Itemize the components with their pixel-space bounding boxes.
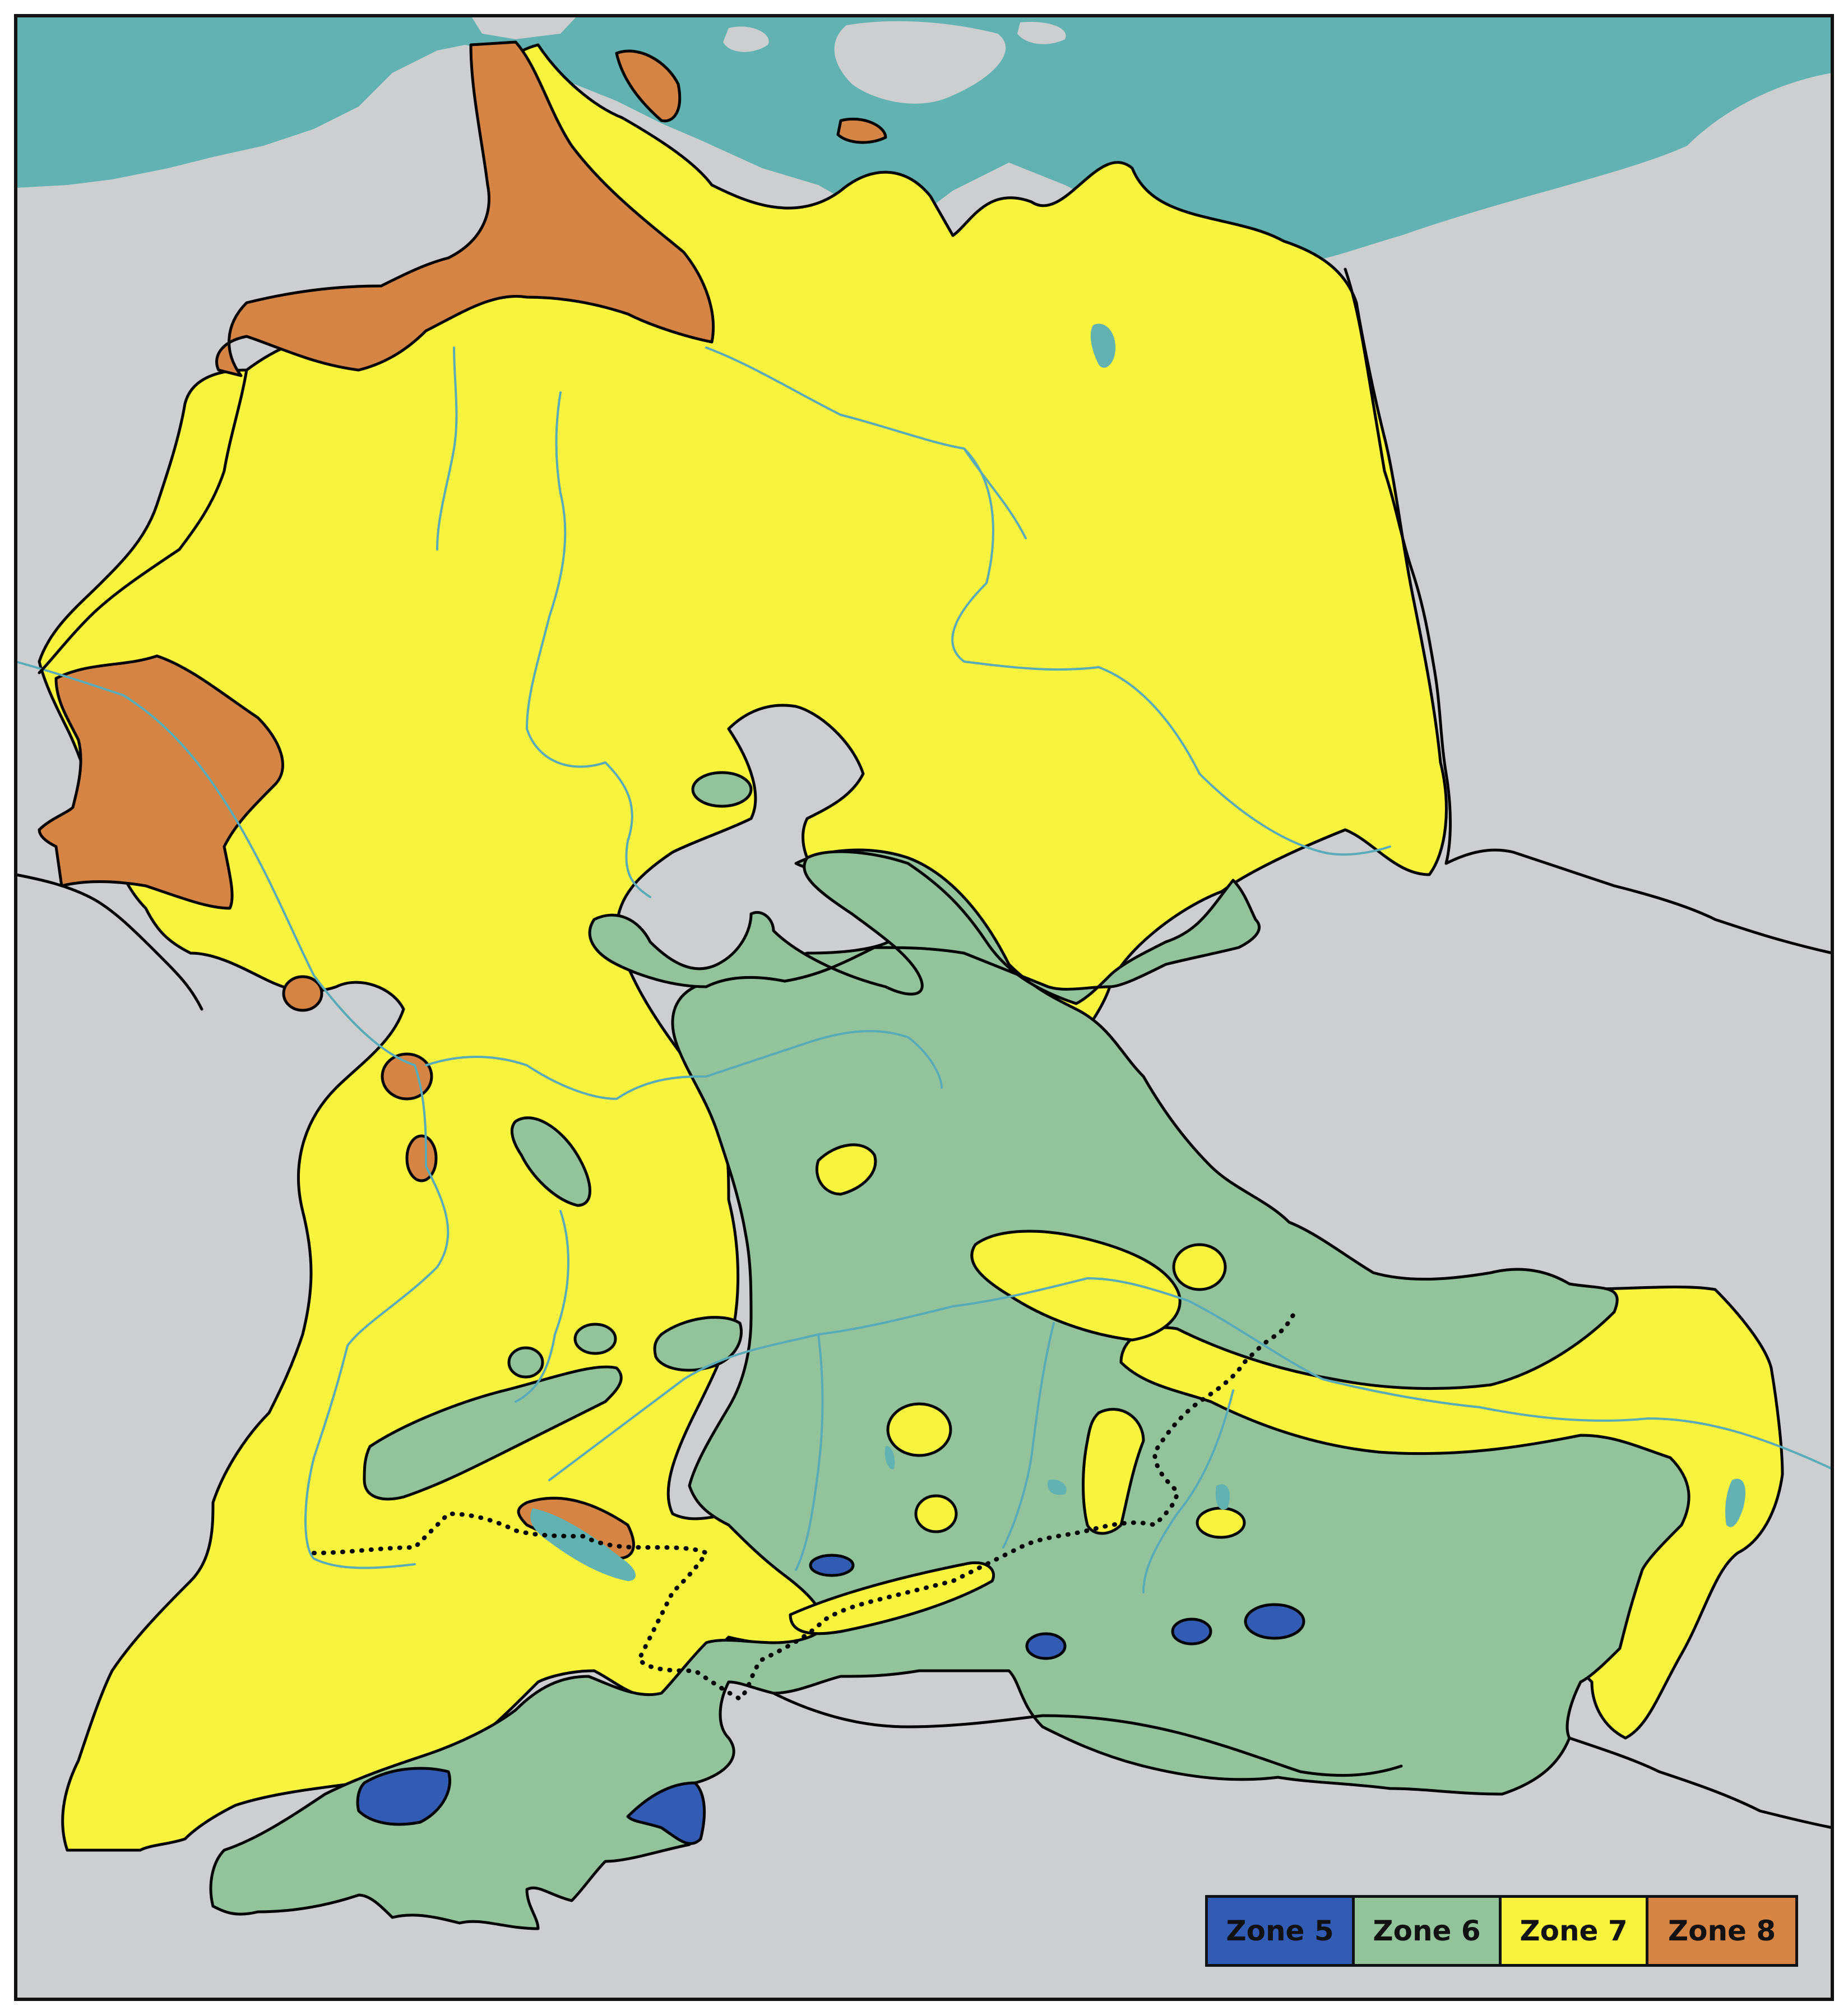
river-havel [963,447,1027,539]
river-elbe [705,346,1391,856]
legend-zone-5-label: Zone 5 [1226,1915,1334,1947]
border-switzerland [14,873,203,1011]
zone-8-west [38,654,284,910]
zone-7-patch [1172,1243,1227,1291]
zone-7-patch [789,1561,995,1635]
zone-5-patch [1025,1632,1067,1660]
zone-7-patch [815,1143,877,1196]
river-ems [436,346,458,551]
zone-5-patch [1244,1603,1305,1640]
zone-8-coast [615,49,682,123]
zone-6-patch [510,1116,591,1207]
lake-chiemsee [1725,1478,1745,1527]
river-main [425,1030,943,1100]
lake-muritz [1090,323,1115,368]
lake-bavaria [884,1446,895,1469]
zone-7-patch [1082,1408,1145,1535]
island [1017,22,1066,44]
zone-8-patch [282,975,323,1012]
dotted-border-line [312,1310,1297,1702]
zone-6-region [209,848,1690,1930]
zone-6-patch [691,771,753,808]
river-weser [526,391,606,768]
river-lech [795,1333,824,1571]
map-frame-border [14,14,1834,2001]
legend-zone-7-label: Zone 7 [1520,1915,1628,1947]
zone-6-patch [653,1316,743,1372]
zone-5-patch [356,1767,452,1826]
zone-7-patch [1196,1506,1246,1539]
zone-5-patch [809,1554,855,1577]
border-czech [1444,848,1834,955]
lake-constance [530,1508,636,1581]
border-austria [772,1692,1403,1777]
river-inn [1142,1389,1234,1593]
lake-bavaria [1215,1484,1230,1510]
legend-zone-7: Zone 7 [1502,1898,1648,1964]
zone-8-coast [215,40,715,377]
zone-8-patch [381,1052,433,1101]
zone-7-patch [914,1494,958,1533]
zone-6-patch [363,1365,623,1501]
zone-6-region [588,850,1261,1005]
zone-8-coast [836,117,887,144]
river-neckar [515,1210,569,1403]
zone-8-patch [405,1134,438,1182]
border-west [38,368,248,674]
river-danube [548,1277,1833,1481]
border-east-austria [1568,1736,1834,1829]
island [834,21,1006,104]
legend: Zone 5 Zone 6 Zone 7 Zone 8 [1205,1895,1798,1967]
north-sea-and-baltic [16,16,1832,264]
island [723,26,769,52]
river-isar [1002,1322,1055,1549]
island [78,333,146,347]
legend-zone-6: Zone 6 [1355,1898,1502,1964]
legend-zone-8-label: Zone 8 [1668,1915,1776,1947]
zone-7-patch [970,1230,1182,1342]
legend-zone-8: Zone 8 [1648,1898,1795,1964]
zone-7-patch [886,1402,952,1457]
border-poland [1344,267,1452,865]
island [168,322,224,335]
zone-6-patch [507,1346,544,1379]
river-fulda [604,761,651,898]
legend-zone-5: Zone 5 [1208,1898,1355,1964]
lake-bavaria [1048,1480,1067,1495]
zone-5-patch [626,1781,706,1845]
zone-6-patch [573,1323,617,1355]
legend-zone-6-label: Zone 6 [1373,1915,1481,1947]
zone-5-patch [1171,1617,1212,1646]
river-rhine [15,660,450,1569]
island [471,16,577,39]
